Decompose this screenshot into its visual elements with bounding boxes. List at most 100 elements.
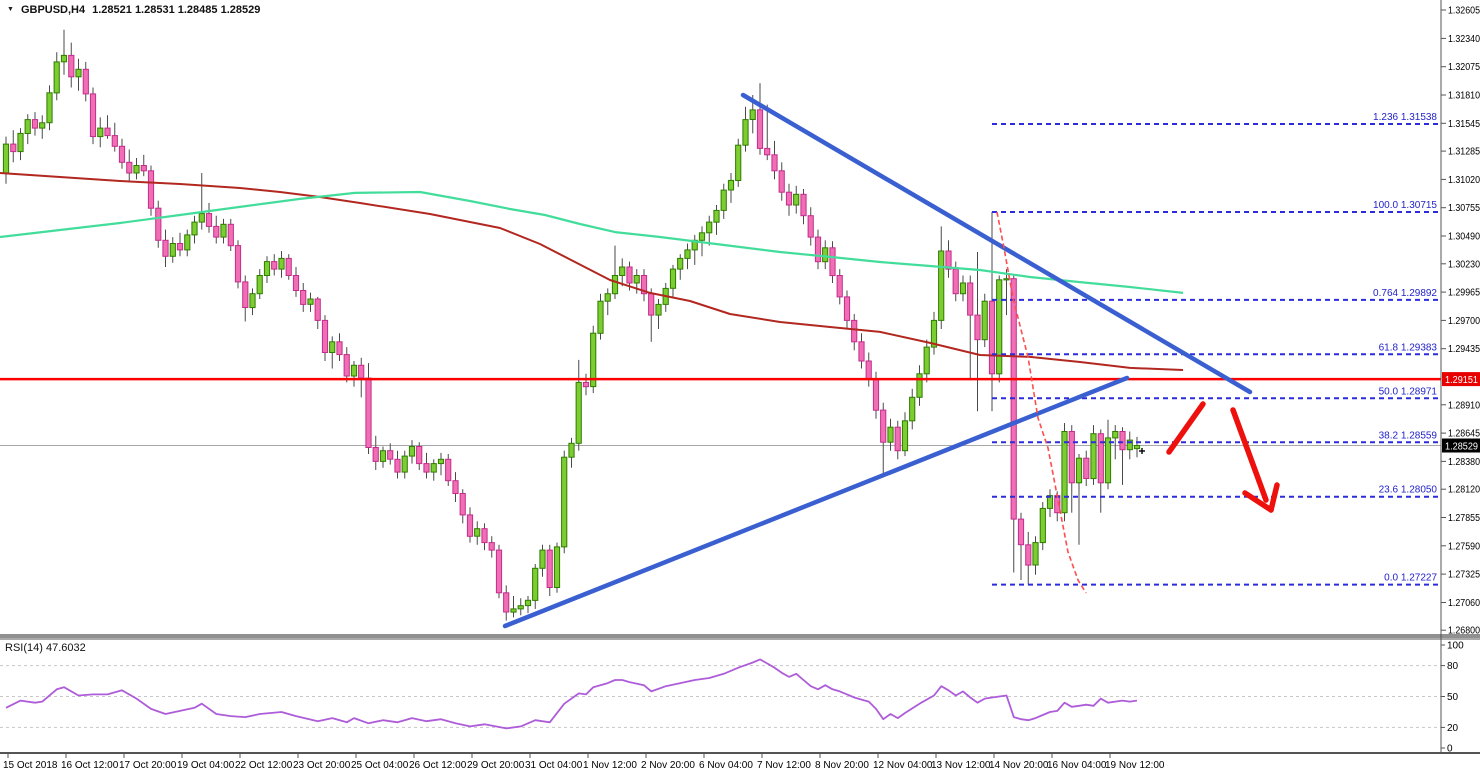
candle [205,202,213,233]
bullish-candle-body [191,221,198,236]
bearish-candle-body [365,377,372,449]
ascending-trendline[interactable] [502,375,1130,629]
bullish-candle-body [97,127,104,138]
bearish-candle-body [445,458,452,482]
arrow-stroke[interactable] [1230,407,1269,503]
candle [111,122,118,152]
candle [822,240,829,270]
bearish-candle-body [343,354,350,377]
bearish-candle-body [111,135,118,147]
candle [539,544,546,577]
time-tick-label: 13 Nov 12:00 [931,760,991,771]
bullish-candle-body [474,528,481,537]
candle [807,207,814,246]
arrow-head-stroke[interactable] [1242,490,1274,513]
candle [75,58,82,91]
candle [785,183,793,216]
candle [89,87,97,145]
time-axis[interactable]: 15 Oct 2018 16 Oct 12:00 17 Oct 20:00 19 Oc… [3,753,1165,771]
descending-trendline[interactable] [740,92,1253,395]
bullish-candle-body [735,144,742,181]
collapse-chart-icon[interactable]: ▼ [7,5,14,13]
candle [814,229,822,270]
time-tick-label: 7 Nov 12:00 [757,760,811,771]
bearish-candle-body [336,341,343,356]
bullish-candle-body [713,209,720,223]
candle [1025,531,1032,585]
bullish-candle-body [60,54,68,63]
bearish-candle-body [1017,518,1025,546]
candle [307,292,314,312]
rsi-tick-label: 20 [1447,723,1459,734]
candle [53,52,60,101]
price-tick-label: 1.30755 [1448,203,1480,214]
candle [17,128,24,161]
candle [561,450,568,554]
bearish-candle-body [459,493,466,516]
bullish-candle-body [981,300,988,341]
arrow-head-stroke[interactable] [1268,482,1280,513]
bullish-candle-body [133,165,140,174]
bearish-candle-body [423,463,430,473]
bullish-candle-body [1003,278,1010,281]
time-tick-label: 23 Oct 20:00 [293,760,351,771]
candle [408,440,416,464]
candle [416,442,423,470]
fast-moving-average-line [0,190,1184,294]
candle [321,315,329,361]
candle [778,162,785,201]
bearish-candle-body [764,147,771,156]
bearish-candle-body [292,275,300,291]
price-axis[interactable]: 1.32605 1.32340 1.32075 1.31810 1.31545 1.312… [1440,0,1480,755]
candle [452,472,459,502]
bearish-candle-body [503,592,510,613]
candle [104,115,111,139]
bullish-candle-body [727,179,735,191]
bearish-candle-body [126,161,133,174]
trendlines[interactable] [502,92,1253,629]
candle [800,189,807,225]
bearish-candle-body [1068,431,1075,484]
candle [372,435,379,470]
candle [1090,425,1097,485]
fib-level-label: 38.2 1.28559 [1379,430,1438,441]
bullish-candle-body [684,249,691,259]
rsi-indicator-label: RSI(14) 47.6032 [5,642,86,654]
candle [851,314,858,351]
bearish-candle-body [546,549,553,588]
fibonacci-retracement[interactable]: 1.236 1.31538 100.0 1.30715 0.764 1.29892 6… [992,112,1439,586]
bullish-candle-body [329,341,336,353]
bullish-candle-body [169,243,176,257]
candle [430,459,437,481]
candle [329,336,336,369]
candlestick-series [2,29,1141,621]
red-dashed-projection-curve[interactable] [996,211,1087,594]
candle [336,333,343,361]
candle [756,83,764,155]
bearish-candle-body [271,261,278,270]
bearish-candle-body [880,409,887,443]
candle [423,452,430,479]
candle [742,106,749,152]
candle [1068,425,1075,513]
arrow-stroke[interactable] [1166,401,1206,455]
price-tick-label: 1.32340 [1448,34,1480,45]
red-down-arrow[interactable] [1166,401,1280,513]
bullish-candle-body [524,599,532,607]
bearish-candle-body [851,319,858,343]
candle [669,264,677,297]
candle [379,446,387,468]
candle [1119,427,1126,485]
bullish-candle-body [901,420,909,452]
time-tick-label: 31 Oct 04:00 [525,760,583,771]
bearish-candle-body [974,314,981,341]
bearish-candle-body [872,378,880,411]
candle [575,359,582,451]
panel-separator[interactable] [0,634,1480,638]
price-tick-label: 1.28120 [1448,485,1480,496]
price-tick-label: 1.28380 [1448,457,1480,468]
bearish-candle-body [227,223,234,247]
candle [140,154,147,177]
